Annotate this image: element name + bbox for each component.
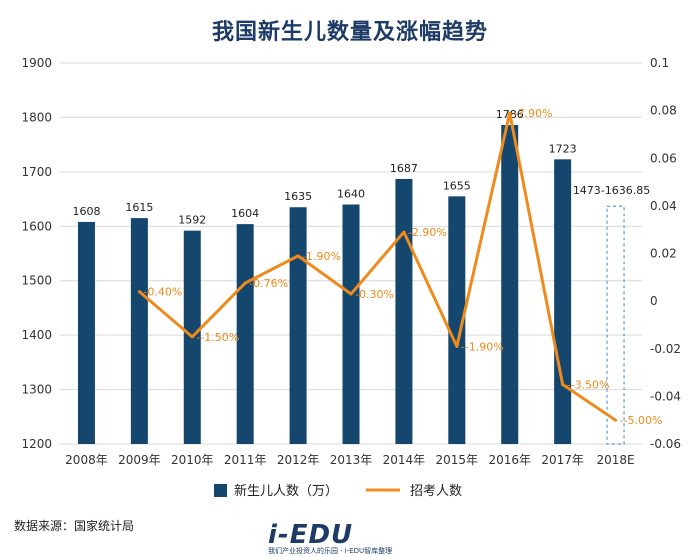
line-series: -0.40% --1.50% -0.76% -1.90% -0.30% -2.90% --1… xyxy=(137,107,663,427)
bar-value-label: 1592 xyxy=(178,214,206,227)
x-tick-label: 2010年 xyxy=(171,453,214,467)
line-value-label: --1.90% xyxy=(461,340,504,353)
right-tick-label: 0.1 xyxy=(650,56,669,70)
line-point xyxy=(190,335,194,339)
bar-value-label: 1687 xyxy=(390,162,418,175)
legend-label-bar: 新生儿人数（万） xyxy=(234,483,338,499)
left-tick-label: 1600 xyxy=(21,219,52,233)
x-tick-label: 2012年 xyxy=(277,453,320,467)
bar xyxy=(448,196,466,444)
x-tick-label: 2013年 xyxy=(330,453,373,467)
line-value-label: -0.76% xyxy=(249,277,288,290)
line-value-label: -7.90% xyxy=(514,107,553,120)
right-tick-label: 0.08 xyxy=(650,104,677,118)
legend: 新生儿人数（万） 招考人数 xyxy=(214,483,462,499)
right-tick-label: 0 xyxy=(650,294,658,308)
legend-swatch-bar xyxy=(214,484,227,497)
line-value-label: --1.50% xyxy=(196,331,239,344)
bar xyxy=(236,224,254,444)
line-point xyxy=(349,292,353,296)
left-tick-label: 1300 xyxy=(21,383,52,397)
line-value-label: -1.90% xyxy=(302,250,341,263)
left-tick-label: 1800 xyxy=(21,110,52,124)
left-tick-label: 1200 xyxy=(21,437,52,451)
line-point xyxy=(508,111,512,115)
line-value-label: -0.40% xyxy=(143,286,182,299)
estimate-bar-outline xyxy=(606,205,625,445)
right-tick-label: -0.02 xyxy=(650,342,681,356)
line-point xyxy=(243,281,247,285)
line-path xyxy=(138,111,617,422)
estimate-label: 1473-1636.85 xyxy=(573,184,650,197)
left-tick-label: 1900 xyxy=(21,56,52,70)
brand-tagline: 我们产业投资人的乐园 · i-EDU智库整理 xyxy=(268,547,393,555)
x-tick-label: 2015年 xyxy=(436,453,479,467)
line-point xyxy=(614,418,618,422)
x-tick-label: 2009年 xyxy=(118,453,161,467)
right-tick-label: 0.02 xyxy=(650,247,677,261)
x-tick-label: 2017年 xyxy=(541,453,584,467)
brand-logo-text: i-EDU xyxy=(268,520,354,550)
legend-label-line: 招考人数 xyxy=(410,484,462,499)
right-tick-label: -0.06 xyxy=(650,437,681,451)
x-tick-label: 2011年 xyxy=(224,453,267,467)
x-tick-label: 2008年 xyxy=(65,453,108,467)
right-tick-label: 0.04 xyxy=(650,199,677,213)
line-point xyxy=(455,344,459,348)
bar xyxy=(554,159,572,445)
bar xyxy=(289,207,307,444)
bar xyxy=(342,204,360,444)
left-tick-label: 1400 xyxy=(21,328,52,342)
left-tick-label: 1500 xyxy=(21,274,52,288)
line-value-label: --5.00% xyxy=(620,414,663,427)
bar-value-label: 1640 xyxy=(337,188,365,201)
left-tick-label: 1700 xyxy=(21,165,52,179)
bar xyxy=(395,178,413,444)
source-note: 数据来源：国家统计局 xyxy=(14,519,135,533)
bar-value-label: 1635 xyxy=(284,190,312,203)
bar xyxy=(130,218,148,444)
line-point xyxy=(296,254,300,258)
bar-series xyxy=(77,125,572,445)
right-tick-label: -0.04 xyxy=(650,389,681,403)
bar xyxy=(77,221,95,444)
bar-value-label: 1723 xyxy=(549,142,577,155)
chart-title: 我国新生儿数量及涨幅趋势 xyxy=(211,20,488,45)
x-tick-label: 2016年 xyxy=(488,453,531,467)
bar-value-label: 1615 xyxy=(125,201,153,214)
estimate-bar: 1473-1636.85 xyxy=(573,184,650,445)
x-tick-label: 2014年 xyxy=(383,453,426,467)
right-tick-label: 0.06 xyxy=(650,151,677,165)
line-point xyxy=(402,230,406,234)
brand-logo: i-EDU 我们产业投资人的乐园 · i-EDU智库整理 xyxy=(268,520,458,555)
x-axis: 2008年 2009年 2010年 2011年 2012年 2013年 2014年 2015年… xyxy=(65,453,634,467)
line-value-label: --3.50% xyxy=(567,378,610,391)
bar-value-label: 1604 xyxy=(231,207,259,220)
line-point xyxy=(561,382,565,386)
bar-value-label: 1655 xyxy=(443,179,471,192)
bar-value-label: 1608 xyxy=(72,205,100,218)
right-axis: 0.1 0.08 0.06 0.04 0.02 0 -0.02 -0.04 -0.06 xyxy=(650,56,681,451)
line-point xyxy=(137,290,141,294)
line-value-label: -0.30% xyxy=(355,288,394,301)
line-value-label: -2.90% xyxy=(408,226,447,239)
left-axis: 1200 1300 1400 1500 1600 1700 1800 1900 xyxy=(21,56,52,451)
x-tick-label: 2018E xyxy=(596,453,634,467)
bar xyxy=(501,125,519,444)
